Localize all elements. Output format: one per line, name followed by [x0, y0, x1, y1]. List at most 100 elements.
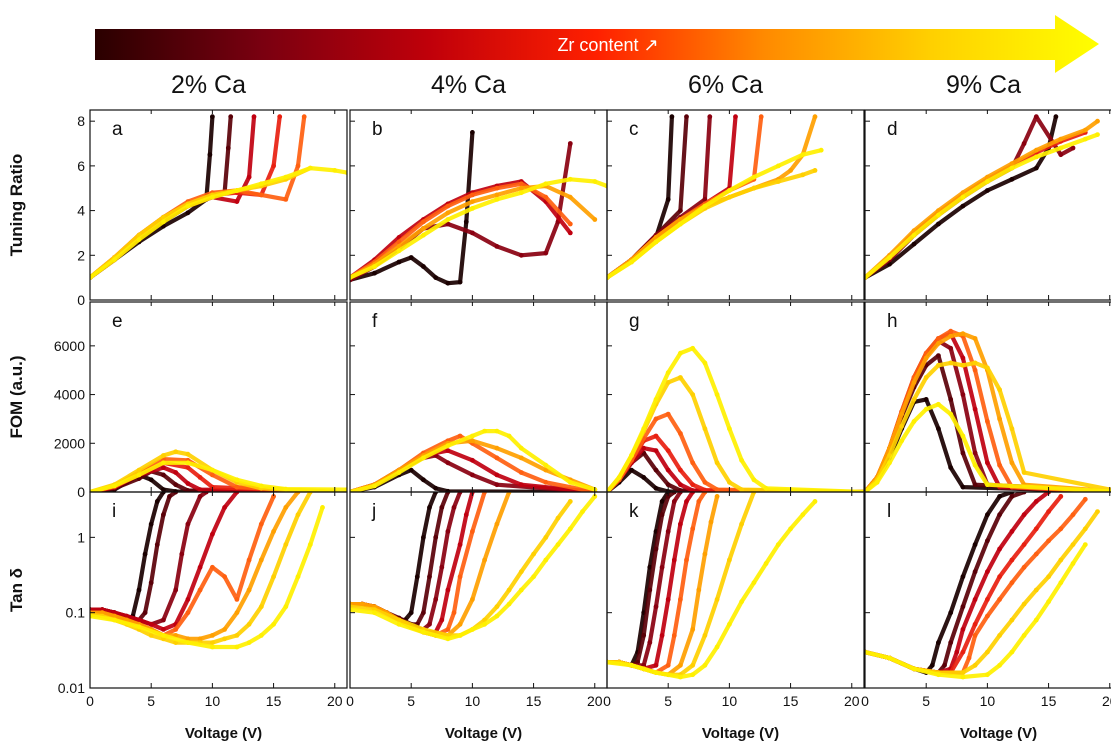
- data-point: [1021, 542, 1027, 547]
- data-point: [665, 662, 671, 668]
- data-point: [972, 569, 978, 575]
- data-point: [1046, 509, 1051, 514]
- data-point: [283, 197, 289, 202]
- data-point: [470, 192, 475, 198]
- panel-g: g: [606, 301, 865, 493]
- data-point: [678, 482, 683, 488]
- data-point: [936, 640, 941, 645]
- x-axis-label: Voltage (V): [960, 725, 1037, 742]
- data-point: [1033, 526, 1039, 532]
- data-point: [1046, 538, 1051, 544]
- data-point: [372, 610, 377, 616]
- data-point: [1058, 136, 1064, 142]
- data-point: [506, 587, 512, 593]
- data-point: [148, 633, 154, 638]
- data-point: [457, 433, 463, 439]
- data-point: [727, 194, 732, 200]
- data-point: [714, 644, 720, 650]
- data-point: [763, 485, 769, 491]
- data-point: [678, 521, 683, 527]
- data-point: [1033, 154, 1039, 160]
- data-point: [985, 538, 990, 544]
- data-point: [372, 264, 377, 269]
- panel-c: c: [606, 109, 865, 301]
- data-point: [543, 462, 549, 468]
- data-point: [985, 649, 990, 655]
- data-point: [543, 479, 549, 485]
- x-tick-label: 10: [980, 693, 996, 709]
- data-point: [1009, 649, 1015, 655]
- data-point: [445, 448, 451, 453]
- data-point: [234, 597, 240, 602]
- data-point: [210, 633, 215, 638]
- panel-letter: i: [112, 501, 116, 522]
- series-line: [607, 114, 689, 280]
- data-point: [567, 221, 573, 227]
- x-tick-label: 0: [86, 693, 94, 709]
- data-point: [665, 529, 671, 534]
- column-titles: 2% Ca 4% Ca 6% Ca 9% Ca: [171, 71, 1021, 99]
- series-group: [90, 492, 325, 650]
- data-point: [690, 482, 696, 488]
- data-point: [1009, 557, 1015, 563]
- series-line: [607, 148, 824, 280]
- data-point: [960, 190, 966, 196]
- x-tick-label: 15: [266, 693, 282, 709]
- data-point: [653, 448, 659, 453]
- data-point: [295, 163, 301, 169]
- data-point: [659, 633, 665, 638]
- data-point: [457, 542, 463, 547]
- data-point: [788, 168, 793, 173]
- data-point: [592, 494, 598, 499]
- data-point: [690, 526, 696, 532]
- y-tick-label: 1: [77, 529, 85, 545]
- x-tick-label: 5: [407, 693, 415, 709]
- data-point: [684, 114, 689, 120]
- series-group: [865, 328, 1111, 492]
- data-point: [1095, 132, 1100, 138]
- data-point: [641, 475, 647, 480]
- panel-letter: j: [371, 501, 376, 522]
- data-point: [911, 232, 917, 238]
- data-point: [714, 597, 720, 602]
- data-point: [739, 599, 744, 605]
- data-point: [161, 512, 166, 518]
- data-point: [494, 185, 500, 191]
- series-line: [90, 492, 178, 623]
- data-point: [185, 488, 191, 492]
- panel-frame: [89, 109, 348, 301]
- data-point: [775, 163, 781, 169]
- data-point: [283, 505, 289, 510]
- data-point: [1058, 152, 1064, 158]
- data-point: [690, 672, 696, 678]
- data-point: [653, 670, 659, 675]
- data-point: [320, 505, 325, 510]
- data-point: [494, 428, 500, 434]
- data-point: [665, 597, 671, 602]
- data-point: [1009, 176, 1015, 182]
- data-point: [948, 397, 954, 402]
- data-point: [702, 551, 708, 557]
- data-point: [887, 255, 892, 260]
- y-tick-label: 6000: [54, 338, 85, 354]
- data-point: [234, 188, 240, 193]
- x-axis-labels: Voltage (V) Voltage (V) Voltage (V) Voltage…: [185, 725, 1037, 742]
- data-point: [234, 644, 240, 650]
- data-point: [751, 174, 757, 180]
- series-line: [90, 492, 166, 623]
- data-point: [985, 613, 990, 619]
- data-point: [899, 411, 905, 417]
- series-line: [607, 114, 712, 280]
- data-point: [678, 467, 683, 473]
- data-point: [997, 574, 1002, 580]
- data-point: [960, 674, 966, 680]
- data-point: [112, 613, 117, 619]
- data-point: [277, 114, 283, 120]
- series-line: [90, 166, 313, 280]
- data-point: [936, 336, 941, 341]
- data-point: [678, 375, 683, 380]
- data-point: [457, 621, 463, 627]
- data-point: [408, 255, 414, 260]
- data-point: [136, 467, 142, 473]
